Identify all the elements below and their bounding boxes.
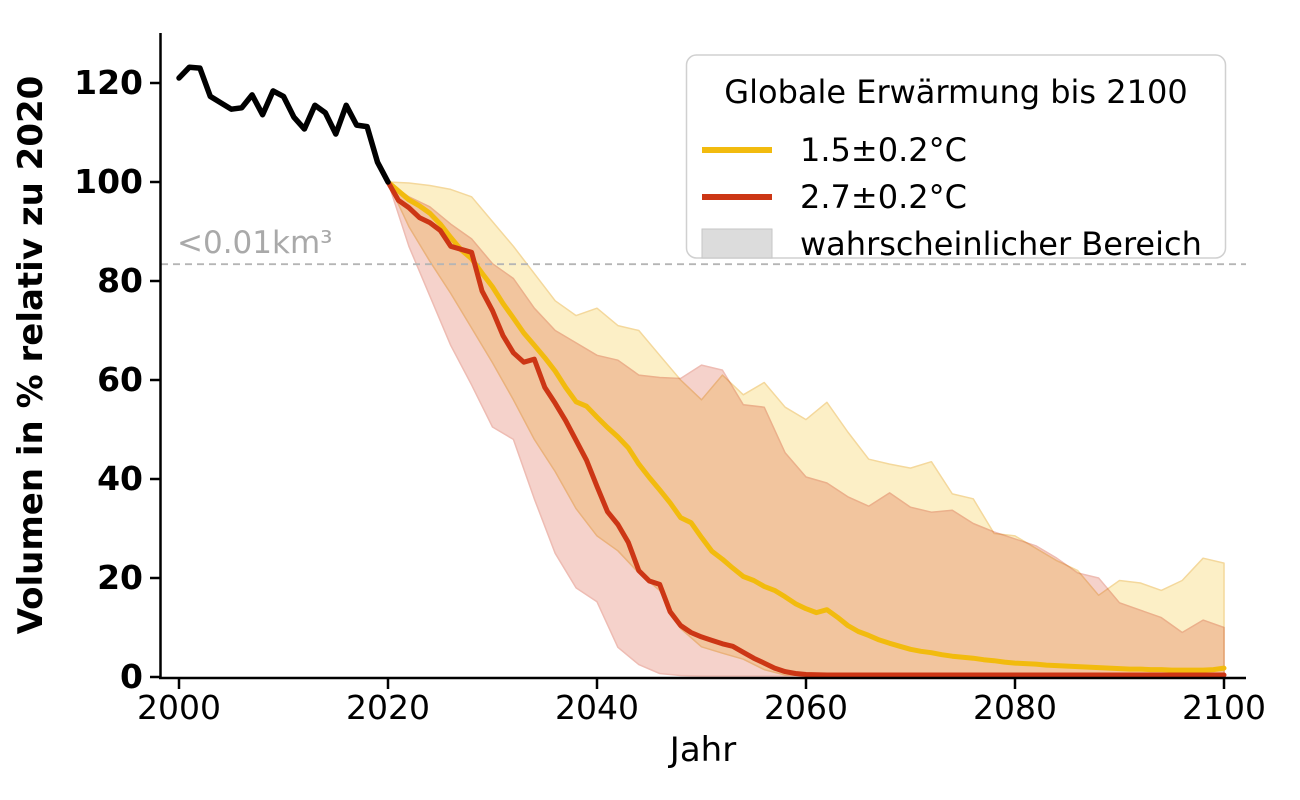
legend-label-1-5C: 1.5±0.2°C — [800, 131, 967, 169]
legend-label-2-7C: 2.7±0.2°C — [800, 178, 967, 216]
x-tick-label: 2060 — [764, 688, 848, 727]
y-tick-label: 40 — [97, 459, 143, 498]
x-axis-ticks: 2000 2020 2040 2060 2080 2100 — [137, 679, 1266, 727]
x-axis-title: Jahr — [668, 730, 736, 770]
x-tick-label: 2020 — [346, 688, 430, 727]
line-historisch — [176, 64, 391, 185]
legend: Globale Erwärmung bis 2100 1.5±0.2°C 2.7… — [685, 54, 1227, 263]
legend-box — [685, 54, 1227, 259]
line-1.5±0.2°C — [385, 179, 1227, 673]
y-axis-title: Volumen in % relativ zu 2020 — [11, 76, 51, 635]
axes: 2000 2020 2040 2060 2080 2100 020406080100120… — [11, 33, 1266, 770]
y-tick-label: 0 — [120, 657, 143, 696]
y-axis-ticks: 0 20 40 60 80 100 120 — [74, 63, 160, 696]
legend-label-likely-range: wahrscheinlicher Bereich — [800, 225, 1202, 263]
y-tick-label: 120 — [74, 63, 143, 102]
x-tick-label: 2000 — [137, 688, 221, 727]
threshold-label: <0.01km³ — [177, 225, 333, 261]
y-tick-label: 60 — [97, 360, 143, 399]
y-tick-label: 20 — [97, 558, 143, 597]
y-tick-label: 80 — [97, 261, 143, 300]
x-tick-label: 2040 — [555, 688, 639, 727]
band-2.7±0.2°C — [387, 181, 1225, 677]
x-tick-label: 2080 — [973, 688, 1057, 727]
data-lines — [176, 64, 1227, 678]
legend-swatch-patch-likely-range — [701, 228, 773, 259]
legend-title: Globale Erwärmung bis 2100 — [724, 73, 1187, 111]
y-tick-label: 100 — [74, 162, 143, 201]
x-tick-label: 2100 — [1182, 688, 1266, 727]
line-2.7±0.2°C — [385, 179, 1227, 678]
